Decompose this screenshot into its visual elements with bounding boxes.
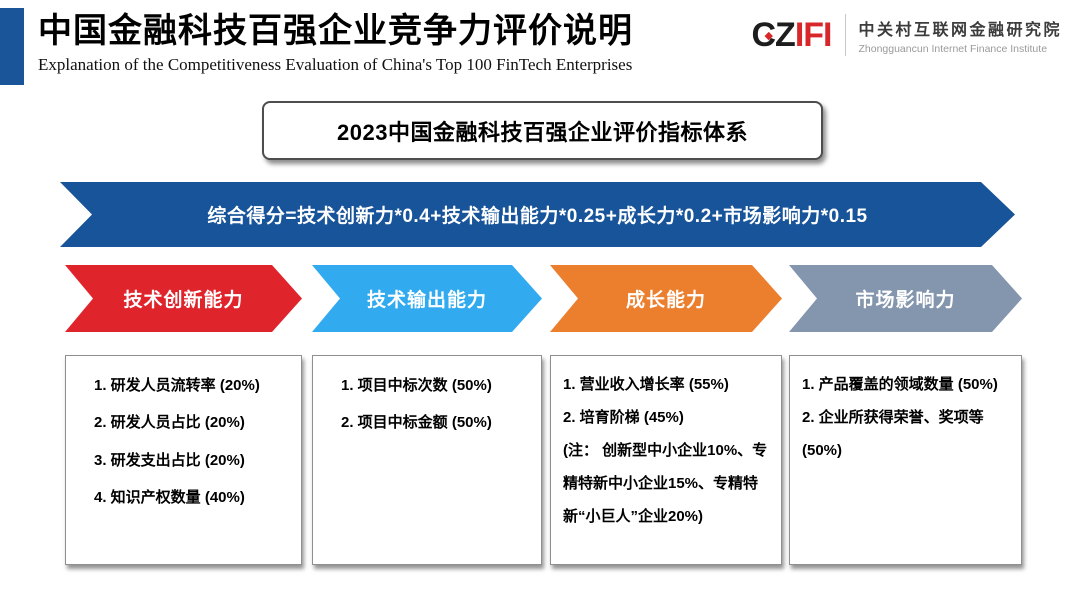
- logo-letter-z: Z: [775, 16, 796, 54]
- page-title: 中国金融科技百强企业竞争力评价说明: [38, 12, 633, 50]
- indicator-item: 1. 研发人员流转率 (20%): [94, 377, 260, 394]
- logo-letter-c: C ◆: [751, 16, 776, 54]
- category-arrow: 成长能力: [550, 265, 782, 332]
- logo-letters-ifi: IFI: [794, 16, 833, 54]
- indicator-item: 4. 知识产权数量 (40%): [94, 488, 245, 506]
- indicator-system-title-box: 2023中国金融科技百强企业评价指标体系: [262, 101, 823, 160]
- indicator-item: 2. 研发人员占比 (20%): [94, 414, 245, 432]
- indicator-item: 1. 项目中标次数 (50%): [341, 377, 492, 394]
- category-indicator-box: 1. 营业收入增长率 (55%) 2. 培育阶梯 (45%) (注： 创新型中小…: [550, 355, 782, 565]
- category-column-market-influence: 市场影响力 1. 产品覆盖的领域数量 (50%) 2. 企业所获得荣誉、奖项等 …: [789, 265, 1022, 565]
- indicator-item: 2. 企业所获得荣誉、奖项等 (50%): [802, 409, 984, 459]
- category-label: 技术输出能力: [366, 290, 487, 311]
- category-arrow: 技术输出能力: [312, 265, 542, 332]
- page-subtitle: Explanation of the Competitiveness Evalu…: [38, 54, 633, 74]
- category-column-growth: 成长能力 1. 营业收入增长率 (55%) 2. 培育阶梯 (45%) (注： …: [550, 265, 782, 565]
- category-column-tech-innovation: 技术创新能力 1. 研发人员流转率 (20%) 2. 研发人员占比 (20%) …: [65, 265, 302, 565]
- category-indicator-box: 1. 项目中标次数 (50%) 2. 项目中标金额 (50%): [312, 355, 542, 565]
- category-arrow: 技术创新能力: [65, 265, 302, 332]
- logo-diamond-icon: ◆: [764, 30, 773, 42]
- category-indicator-box: 1. 产品覆盖的领域数量 (50%) 2. 企业所获得荣誉、奖项等 (50%): [789, 355, 1022, 565]
- category-column-tech-output: 技术输出能力 1. 项目中标次数 (50%) 2. 项目中标金额 (50%): [312, 265, 542, 565]
- org-name-cn: 中关村互联网金融研究院: [858, 21, 1062, 39]
- category-arrow: 市场影响力: [789, 265, 1022, 332]
- category-label: 技术创新能力: [123, 290, 244, 311]
- logo-wordmark: C ◆ Z IFI: [751, 16, 833, 54]
- indicator-item: 1. 产品覆盖的领域数量 (50%): [802, 376, 998, 393]
- indicator-item: 1. 营业收入增长率 (55%): [563, 376, 729, 393]
- formula-banner-arrow: 综合得分=技术创新力*0.4+技术输出能力*0.25+成长力*0.2+市场影响力…: [60, 182, 1015, 247]
- indicator-system-title: 2023中国金融科技百强企业评价指标体系: [337, 119, 748, 145]
- category-indicator-box: 1. 研发人员流转率 (20%) 2. 研发人员占比 (20%) 3. 研发支出…: [65, 355, 302, 565]
- title-accent-bar: [0, 8, 24, 85]
- indicator-item-note: (注： 创新型中小企业10%、专精特新中小企业15%、专精特新“小巨人”企业20…: [563, 442, 768, 525]
- org-name-en: Zhongguancun Internet Finance Institute: [858, 42, 1048, 55]
- category-label: 市场影响力: [855, 290, 956, 311]
- logo-divider: [845, 14, 847, 56]
- composite-score-formula: 综合得分=技术创新力*0.4+技术输出能力*0.25+成长力*0.2+市场影响力…: [207, 206, 868, 227]
- category-label: 成长能力: [625, 290, 706, 311]
- indicator-item: 3. 研发支出占比 (20%): [94, 451, 245, 469]
- organization-logo: C ◆ Z IFI 中关村互联网金融研究院 Zhongguancun Inter…: [751, 14, 1062, 56]
- indicator-item: 2. 培育阶梯 (45%): [563, 409, 684, 426]
- logo-org-names: 中关村互联网金融研究院 Zhongguancun Internet Financ…: [858, 16, 1062, 55]
- indicator-item: 2. 项目中标金额 (50%): [341, 414, 492, 432]
- header: 中国金融科技百强企业竞争力评价说明 Explanation of the Com…: [38, 10, 633, 75]
